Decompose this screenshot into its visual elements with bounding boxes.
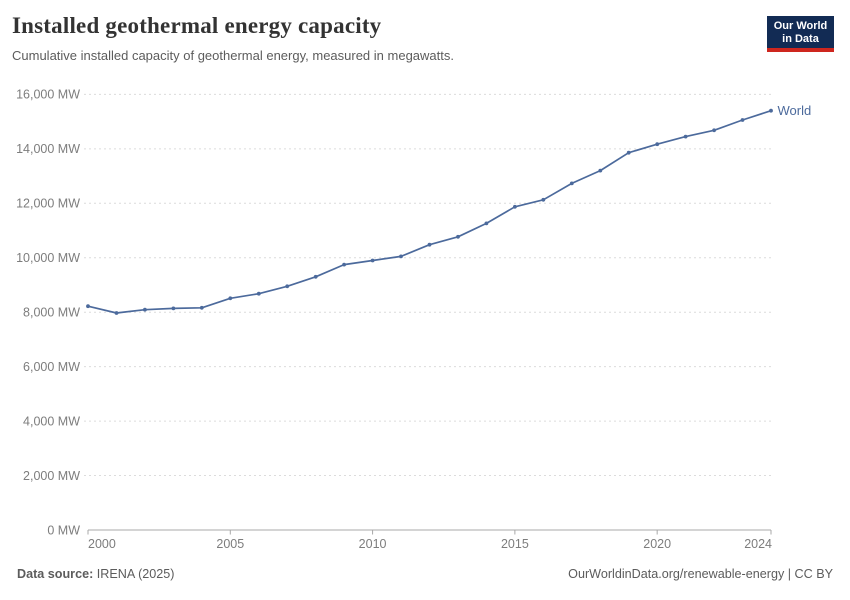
owid-logo-red-stripe [767, 48, 834, 52]
data-point [598, 168, 603, 173]
data-point [569, 181, 574, 186]
data-point [86, 304, 90, 309]
y-axis-label: 14,000 MW [16, 142, 80, 156]
x-axis-label: 2010 [359, 537, 387, 551]
data-point [712, 128, 716, 133]
data-point [114, 311, 119, 315]
y-axis-label: 6,000 MW [23, 360, 80, 374]
page-title: Installed geothermal energy capacity [12, 13, 382, 38]
owid-logo-line1: Our World [773, 20, 828, 32]
y-axis-label: 8,000 MW [23, 306, 80, 320]
series-label-world: World [778, 103, 812, 118]
data-point [199, 305, 204, 310]
data-point [171, 306, 176, 311]
data-point [370, 258, 375, 263]
data-point [143, 307, 147, 312]
data-point [456, 234, 460, 239]
x-axis-label: 2015 [501, 537, 529, 551]
y-axis-label: 12,000 MW [16, 197, 80, 211]
y-axis-label: 4,000 MW [23, 414, 80, 428]
owid-logo-line2: in Data [782, 32, 819, 45]
data-point [655, 142, 660, 147]
data-point [285, 284, 290, 289]
data-source-value: IRENA (2025) [93, 567, 175, 581]
y-axis-label: 0 MW [47, 523, 80, 537]
data-point [541, 197, 546, 202]
chart-subtitle: Cumulative installed capacity of geother… [12, 47, 454, 63]
data-point [399, 254, 403, 259]
data-point [683, 134, 688, 139]
series-line-world [87, 109, 772, 314]
data-source: Data source: IRENA (2025) [17, 567, 175, 581]
data-point [626, 150, 631, 155]
y-axis-label: 16,000 MW [16, 88, 80, 102]
data-point [484, 221, 489, 226]
data-point [513, 204, 517, 209]
data-point [342, 262, 346, 267]
data-point [769, 108, 773, 113]
x-axis-label: 2020 [643, 537, 671, 551]
citation: OurWorldinData.org/renewable-energy | CC… [568, 567, 833, 581]
footer: Data source: IRENA (2025) OurWorldinData… [17, 567, 833, 581]
data-source-label: Data source: [17, 567, 94, 581]
owid-logo-box: Our World in Data [767, 16, 834, 48]
data-point [427, 242, 432, 247]
data-point [313, 274, 318, 279]
x-axis-label: 2024 [744, 537, 772, 551]
header: Installed geothermal energy capacity Cum… [12, 12, 755, 63]
data-point [228, 296, 233, 301]
y-axis-label: 10,000 MW [16, 251, 80, 265]
owid-logo: Our World in Data [767, 16, 834, 52]
x-axis-label: 2005 [216, 537, 244, 551]
data-point [256, 291, 261, 296]
data-point [740, 118, 745, 122]
y-axis-label: 2,000 MW [23, 469, 80, 483]
x-axis-label: 2000 [88, 537, 116, 551]
